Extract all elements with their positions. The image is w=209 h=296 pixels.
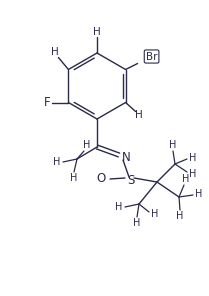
Text: N: N: [122, 150, 130, 163]
Text: H: H: [83, 140, 91, 150]
Text: H: H: [189, 153, 197, 163]
Text: Br: Br: [146, 52, 157, 62]
Text: S: S: [127, 173, 135, 186]
Text: H: H: [115, 202, 123, 212]
Text: H: H: [53, 157, 61, 167]
Text: H: H: [182, 174, 190, 184]
Text: H: H: [195, 189, 203, 199]
Text: O: O: [96, 173, 106, 186]
Text: H: H: [189, 169, 197, 179]
Text: H: H: [135, 110, 143, 120]
Text: H: H: [151, 209, 159, 219]
Text: H: H: [51, 46, 58, 57]
Text: H: H: [93, 27, 101, 37]
Text: H: H: [133, 218, 141, 228]
Text: H: H: [70, 173, 78, 183]
Text: H: H: [169, 140, 177, 150]
Text: H: H: [176, 211, 184, 221]
Text: F: F: [44, 96, 51, 109]
